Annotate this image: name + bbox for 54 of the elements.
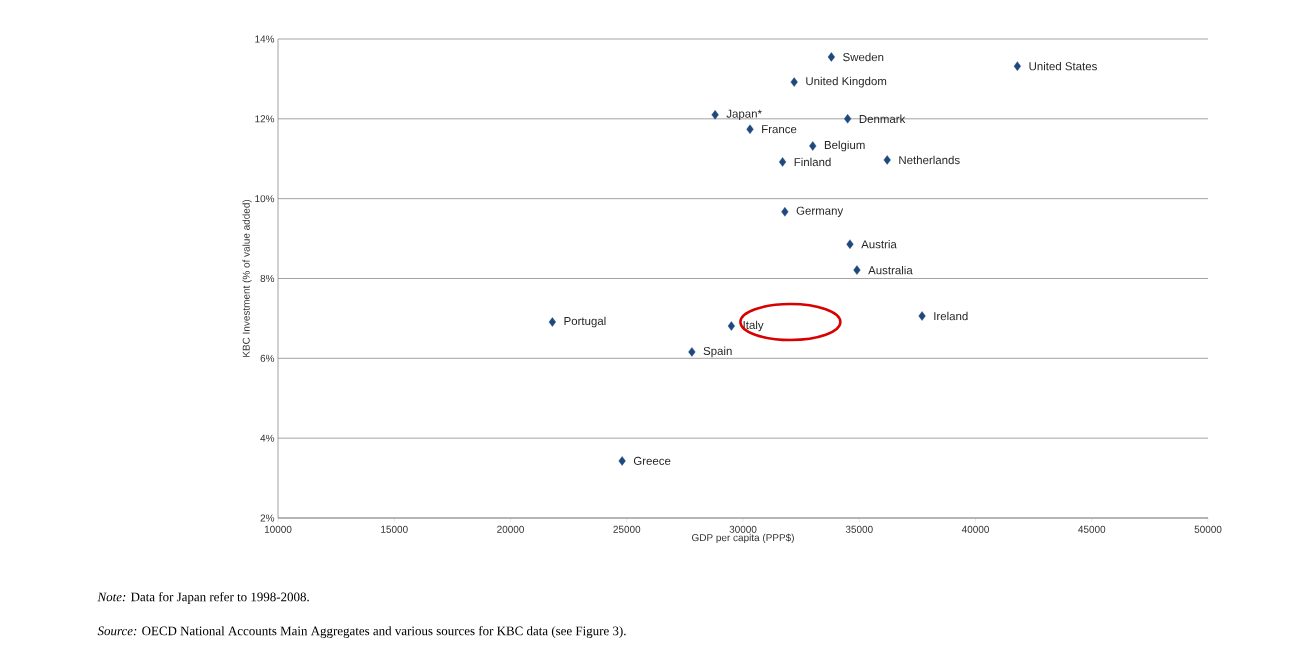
annotation: Austria [861,239,897,249]
annotation: Japan* [726,109,762,120]
text: Source: OECD National Accounts Main Aggregates and various sources for KBC data (see Figure 3). [97,626,626,638]
x-tick-label: 15000 [381,525,408,533]
annotation: France [762,125,797,134]
annotation: Ireland [934,311,968,321]
annotation: Belgium [824,140,865,152]
y-tick-label: 2% [260,514,275,522]
y-tick-label: 12% [255,115,275,123]
x-axis-title: GDP per capita (PPP$) [692,533,794,544]
x-tick-label: 45000 [1078,525,1106,533]
annotation: Denmark [859,114,906,124]
point [618,456,626,466]
y-tick-label: 8% [260,274,275,283]
annotation: Australia [868,265,913,275]
annotation: Netherlands [899,155,960,165]
point [688,347,696,357]
point [781,207,789,217]
y-tick-label: 14% [255,35,275,43]
annotation: Finland [794,157,831,167]
annotation: Germany [796,206,844,218]
annotation: Portugal [564,316,606,328]
point [548,317,556,327]
annotation: United States [1029,61,1097,71]
point [790,77,798,87]
text: Note: Data for Japan refer to 1998-2008. [97,592,309,604]
y-tick-label: 4% [260,434,275,442]
point [727,321,735,331]
point [778,157,787,167]
y-tick-label: 6% [260,354,275,362]
annotation: Greece [633,456,671,465]
x-tick-label: 50000 [1194,525,1222,533]
point [746,124,754,134]
x-tick-label: 10000 [264,525,292,533]
annotation: United Kingdom [806,76,887,88]
x-tick-label: 30000 [729,525,757,533]
x-tick-label: 25000 [613,525,641,533]
point [809,141,817,151]
annotation: Spain [703,346,732,358]
point [1013,61,1021,71]
x-tick-label: 40000 [961,525,989,533]
point [918,311,926,321]
point [883,155,891,165]
y-axis-title: KBC Investment (% of value added) [242,199,252,357]
annotation: Italy [743,320,764,332]
point [711,110,719,120]
point [844,114,852,124]
annotation: Sweden [843,52,884,62]
y-tick-label: 10% [255,195,275,203]
x-tick-label: 20000 [497,525,524,533]
x-tick-label: 35000 [845,525,873,533]
point [853,265,861,275]
point [827,52,835,62]
point [846,239,854,249]
